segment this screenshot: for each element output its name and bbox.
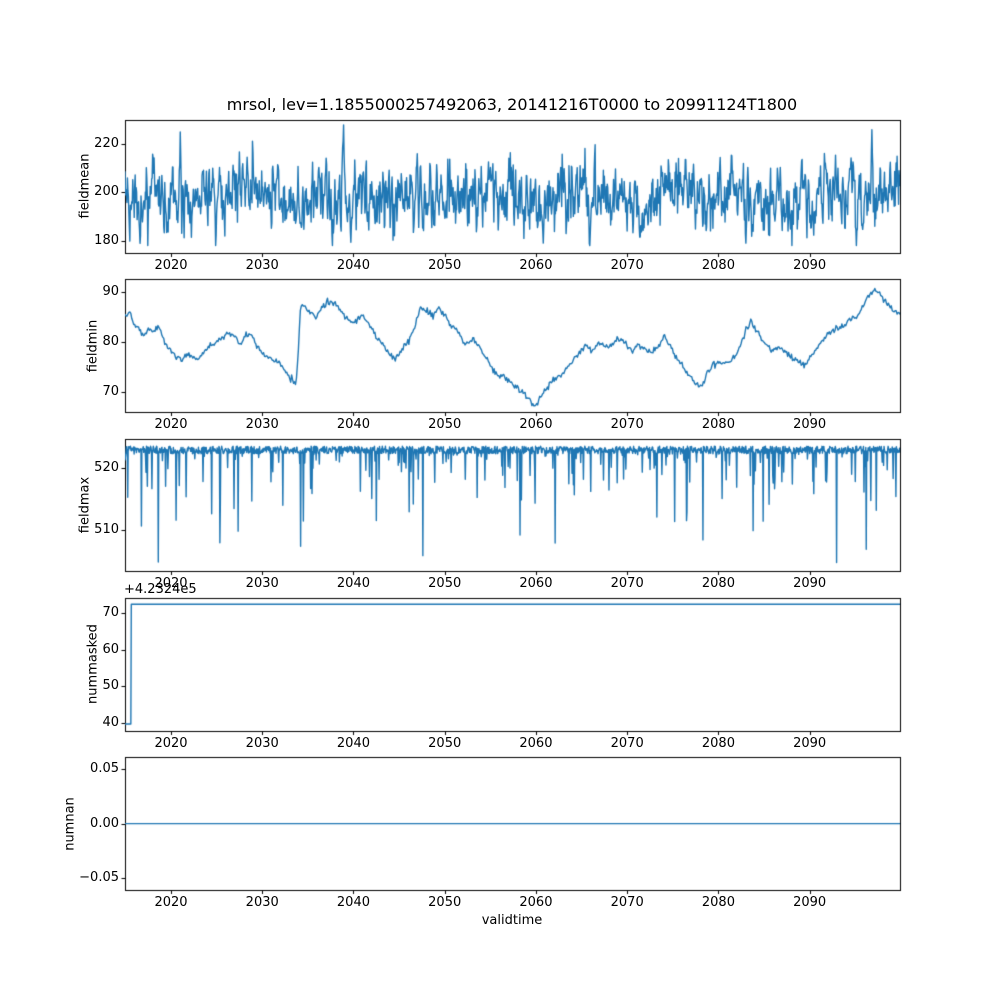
y-axis-label-nummasked: nummasked — [85, 624, 101, 705]
x-tick-label: 2070 — [610, 895, 644, 910]
x-tick-label: 2090 — [793, 576, 827, 592]
y-tick-label: −0.05 — [79, 870, 119, 886]
y-tick-label: 60 — [102, 641, 119, 657]
y-axis-label-numnan: numnan — [62, 796, 78, 851]
x-tick-label: 2040 — [336, 576, 370, 592]
y-tick-label: 0.00 — [90, 815, 119, 831]
x-tick-label: 2020 — [154, 576, 188, 592]
x-tick-label: 2040 — [336, 735, 370, 751]
x-tick-label: 2040 — [336, 417, 370, 433]
x-tick-label: 2050 — [428, 576, 462, 592]
x-tick-label: 2020 — [154, 895, 188, 910]
x-tick-label: 2040 — [336, 257, 370, 273]
x-tick-label: 2070 — [610, 576, 644, 592]
y-tick-label: 50 — [102, 678, 119, 694]
x-tick-label: 2040 — [336, 895, 370, 910]
x-tick-label: 2020 — [154, 735, 188, 751]
x-tick-label: 2070 — [610, 417, 644, 433]
y-tick-label: 520 — [94, 459, 119, 475]
x-axis-label: validtime — [481, 913, 543, 928]
y-tick-label: 180 — [94, 232, 119, 248]
x-tick-label: 2080 — [701, 417, 735, 433]
x-tick-label: 2080 — [701, 895, 735, 910]
x-tick-label: 2080 — [701, 576, 735, 592]
x-tick-label: 2090 — [793, 895, 827, 910]
x-tick-label: 2090 — [793, 735, 827, 751]
x-tick-label: 2050 — [428, 417, 462, 433]
x-tick-label: 2080 — [701, 257, 735, 273]
y-tick-label: 80 — [102, 333, 119, 349]
x-tick-label: 2030 — [245, 257, 279, 273]
x-tick-label: 2050 — [428, 735, 462, 751]
y-tick-label: 0.05 — [90, 760, 119, 776]
x-tick-label: 2080 — [701, 735, 735, 751]
y-axis-label-fieldmin: fieldmin — [85, 319, 101, 372]
x-tick-label: 2070 — [610, 735, 644, 751]
x-tick-label: 2030 — [245, 576, 279, 592]
x-tick-label: 2060 — [519, 895, 553, 910]
x-tick-label: 2030 — [245, 417, 279, 433]
y-axis-label-fieldmax: fieldmax — [77, 476, 93, 534]
x-tick-label: 2090 — [793, 417, 827, 433]
y-axis-label-fieldmean: fieldmean — [77, 153, 93, 219]
axis-offset-text: +4.2324e5 — [124, 581, 197, 597]
x-tick-label: 2070 — [610, 257, 644, 273]
y-tick-label: 70 — [102, 604, 119, 620]
y-tick-label: 40 — [102, 715, 119, 731]
x-tick-label: 2020 — [154, 417, 188, 433]
y-tick-label: 200 — [94, 184, 119, 200]
x-tick-label: 2060 — [519, 735, 553, 751]
y-tick-label: 90 — [102, 283, 119, 299]
x-tick-label: 2030 — [245, 895, 279, 910]
x-tick-label: 2020 — [154, 257, 188, 273]
x-tick-label: 2050 — [428, 257, 462, 273]
y-tick-label: 70 — [102, 384, 119, 400]
x-tick-label: 2060 — [519, 417, 553, 433]
x-tick-label: 2060 — [519, 576, 553, 592]
chart-title: mrsol, lev=1.1855000257492063, 20141216T… — [226, 95, 798, 114]
y-tick-label: 220 — [94, 136, 119, 152]
x-tick-label: 2050 — [428, 895, 462, 910]
y-tick-label: 510 — [94, 522, 119, 538]
x-tick-label: 2060 — [519, 257, 553, 273]
x-tick-label: 2090 — [793, 257, 827, 273]
x-tick-label: 2030 — [245, 735, 279, 751]
